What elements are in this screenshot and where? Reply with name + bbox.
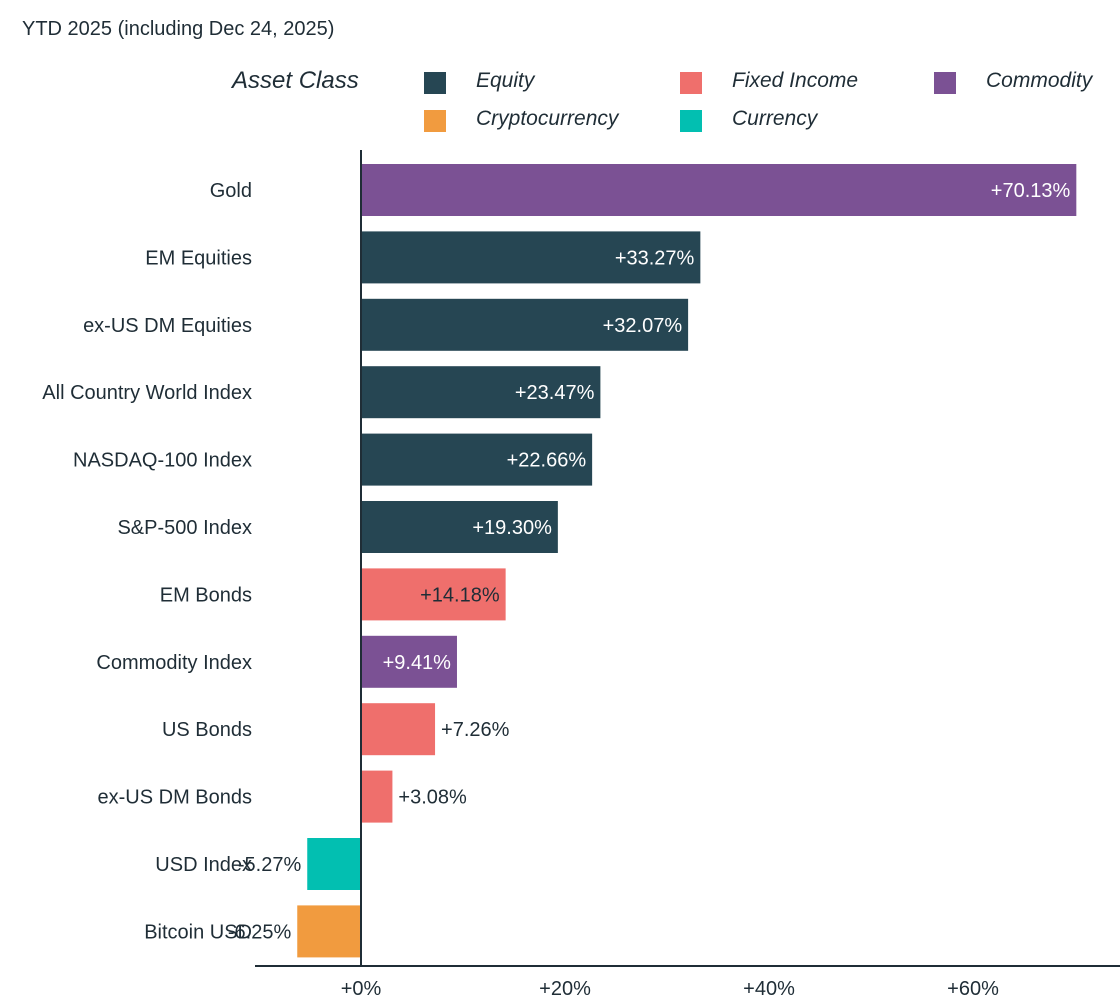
bar-4: [361, 366, 601, 419]
legend-swatch-fixed-income: [680, 72, 702, 94]
legend-title: Asset Class: [232, 67, 359, 94]
category-label: US Bonds: [162, 719, 252, 741]
bar-3: [361, 298, 689, 351]
bar-12: [297, 905, 361, 958]
value-label: +19.30%: [472, 517, 552, 539]
value-label: +22.66%: [507, 450, 587, 472]
value-label: -6.25%: [228, 921, 292, 943]
legend-label-currency: Currency: [732, 107, 818, 130]
value-label: +70.13%: [991, 180, 1071, 202]
bar-11: [307, 838, 361, 890]
category-label: S&P-500 Index: [117, 517, 252, 539]
legend-swatch-equity: [424, 72, 446, 94]
bar-6: [361, 501, 558, 553]
x-tick-label: +60%: [947, 978, 999, 1000]
bar-1: [361, 164, 1077, 216]
bar-10: [361, 770, 393, 823]
category-label: ex-US DM Bonds: [98, 787, 253, 809]
legend-swatch-currency: [680, 110, 702, 132]
legend-label-cryptocurrency: Cryptocurrency: [476, 107, 619, 130]
legend-label-commodity: Commodity: [986, 69, 1093, 92]
category-label: Commodity Index: [96, 652, 252, 674]
value-label: +7.26%: [441, 719, 510, 741]
legend-label-fixed-income: Fixed Income: [732, 69, 859, 92]
bar-7: [361, 568, 506, 621]
bar-5: [361, 433, 593, 486]
x-tick-label: +20%: [539, 978, 591, 1000]
bar-2: [361, 231, 701, 284]
category-label: Gold: [210, 180, 252, 202]
category-label: EM Equities: [145, 247, 252, 269]
legend-swatch-cryptocurrency: [424, 110, 446, 132]
legend-label-equity: Equity: [476, 69, 535, 92]
value-label: +9.41%: [383, 652, 452, 674]
value-label: +32.07%: [603, 315, 683, 337]
category-label: NASDAQ-100 Index: [73, 450, 252, 472]
category-label: All Country World Index: [42, 382, 252, 404]
value-label: +14.18%: [420, 584, 500, 606]
legend-swatch-commodity: [934, 72, 956, 94]
value-label: +33.27%: [615, 247, 695, 269]
value-label: +23.47%: [515, 382, 595, 404]
category-label: EM Bonds: [160, 584, 252, 606]
value-label: -5.27%: [238, 854, 302, 876]
bar-9: [361, 703, 436, 756]
value-label: +3.08%: [398, 787, 467, 809]
bar-8: [361, 635, 457, 688]
category-label: ex-US DM Equities: [83, 315, 252, 337]
category-label: Bitcoin USD: [144, 921, 252, 943]
chart-title: YTD 2025 (including Dec 24, 2025): [22, 18, 335, 40]
x-tick-label: +0%: [341, 978, 382, 1000]
x-tick-label: +40%: [743, 978, 795, 1000]
category-label: USD Index: [155, 854, 252, 876]
